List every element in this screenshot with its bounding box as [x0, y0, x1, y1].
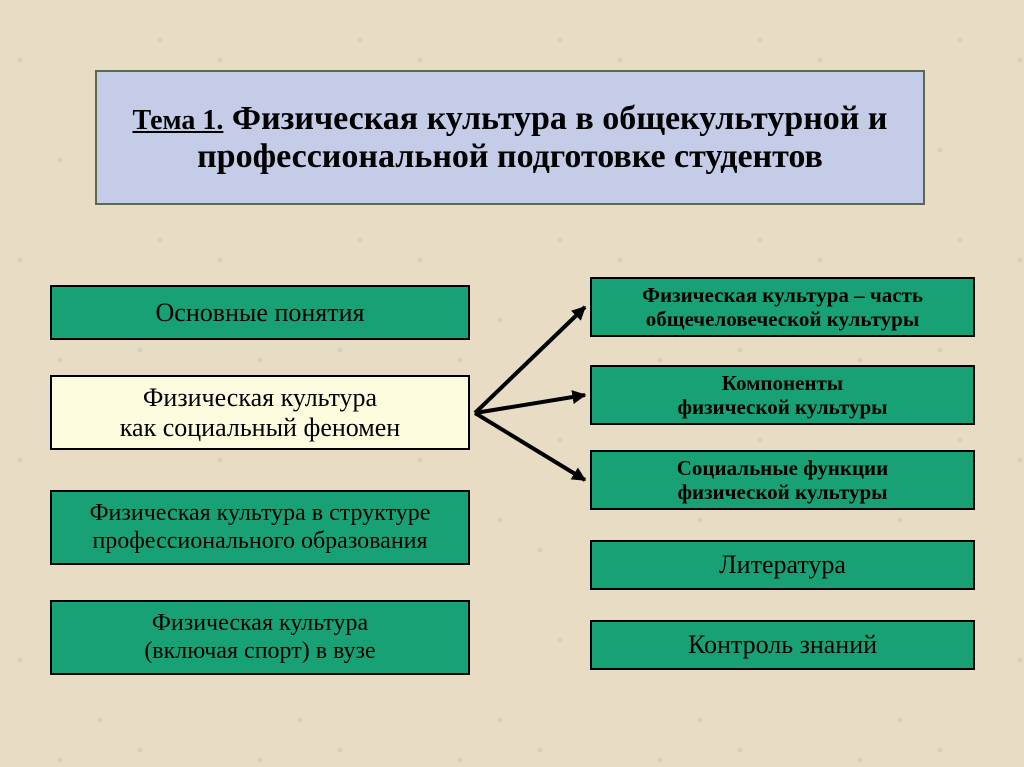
box-r3-line2: физической культуры	[677, 480, 889, 504]
box-r1-line2: общечеловеческой культуры	[642, 307, 923, 331]
box-r1-content: Физическая культура – часть общечеловече…	[642, 283, 923, 331]
box-l3-line2: профессионального образования	[90, 528, 431, 556]
box-components: Компоненты физической культуры	[590, 365, 975, 425]
box-r3-content: Социальные функции физической культуры	[677, 456, 889, 504]
box-professional-structure: Физическая культура в структуре професси…	[50, 490, 470, 565]
box-r5-text: Контроль знаний	[688, 630, 877, 660]
title-main: Физическая культура в общекультурной и п…	[197, 100, 887, 175]
box-social-phenomenon: Физическая культура как социальный феном…	[50, 375, 470, 450]
title-box: Тема 1. Физическая культура в общекульту…	[95, 70, 925, 205]
box-l3-line1: Физическая культура в структуре	[90, 500, 431, 528]
box-knowledge-control: Контроль знаний	[590, 620, 975, 670]
box-r1-line1: Физическая культура – часть	[642, 283, 923, 307]
box-basic-concepts: Основные понятия	[50, 285, 470, 340]
box-l4-line2: (включая спорт) в вузе	[144, 638, 375, 666]
box-l3-content: Физическая культура в структуре професси…	[90, 500, 431, 555]
box-literature: Литература	[590, 540, 975, 590]
box-r2-line1: Компоненты	[677, 371, 887, 395]
box-r3-line1: Социальные функции	[677, 456, 889, 480]
box-l2-line1: Физическая культура	[120, 383, 400, 413]
box-l2-content: Физическая культура как социальный феном…	[120, 383, 400, 443]
box-r2-line2: физической культуры	[677, 395, 887, 419]
box-social-functions: Социальные функции физической культуры	[590, 450, 975, 510]
box-l4-line1: Физическая культура	[144, 610, 375, 638]
box-r4-text: Литература	[719, 550, 846, 580]
box-l4-content: Физическая культура (включая спорт) в ву…	[144, 610, 375, 665]
title-text: Тема 1. Физическая культура в общекульту…	[127, 100, 893, 176]
box-l2-line2: как социальный феномен	[120, 413, 400, 443]
box-human-culture: Физическая культура – часть общечеловече…	[590, 277, 975, 337]
box-sport-university: Физическая культура (включая спорт) в ву…	[50, 600, 470, 675]
box-r2-content: Компоненты физической культуры	[677, 371, 887, 419]
title-prefix: Тема 1.	[132, 105, 223, 136]
box-l1-text: Основные понятия	[156, 298, 365, 328]
